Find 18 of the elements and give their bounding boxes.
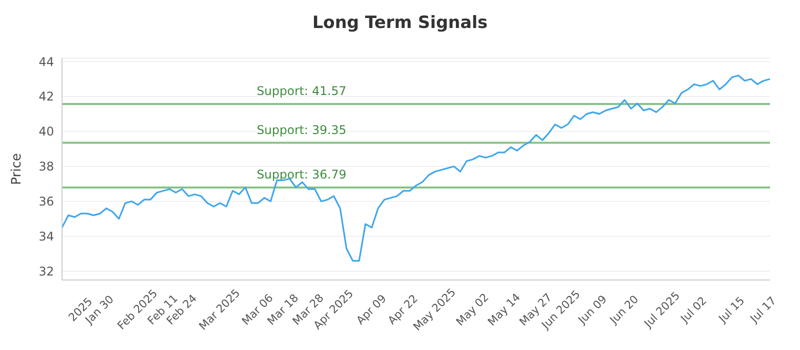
- x-tick-label: Apr 09: [354, 292, 389, 328]
- x-tick-label: Jul 02: [678, 294, 710, 326]
- x-tick-label: Jun 20: [606, 292, 642, 328]
- y-axis-title: Price: [10, 153, 25, 185]
- y-tick-label: 42: [38, 90, 54, 104]
- line-series: [61, 74, 771, 262]
- y-tick-label: 34: [38, 230, 54, 244]
- y-tick-label: 40: [38, 124, 54, 139]
- ref-line-label: Support: 39.35: [256, 122, 346, 137]
- ref-line-label: Support: 41.57: [256, 84, 346, 98]
- ref-line-label: Support: 36.79: [256, 168, 346, 182]
- x-tick-label: Jul 15: [716, 294, 748, 326]
- y-tick-label: 32: [38, 264, 54, 279]
- y-tick-label: 36: [38, 194, 54, 209]
- y-tick-label: 44: [38, 54, 54, 69]
- y-tick-label: 38: [38, 160, 54, 174]
- x-tick-label: Jul 17: [747, 294, 779, 326]
- chart-title: Long Term Signals: [311, 12, 489, 35]
